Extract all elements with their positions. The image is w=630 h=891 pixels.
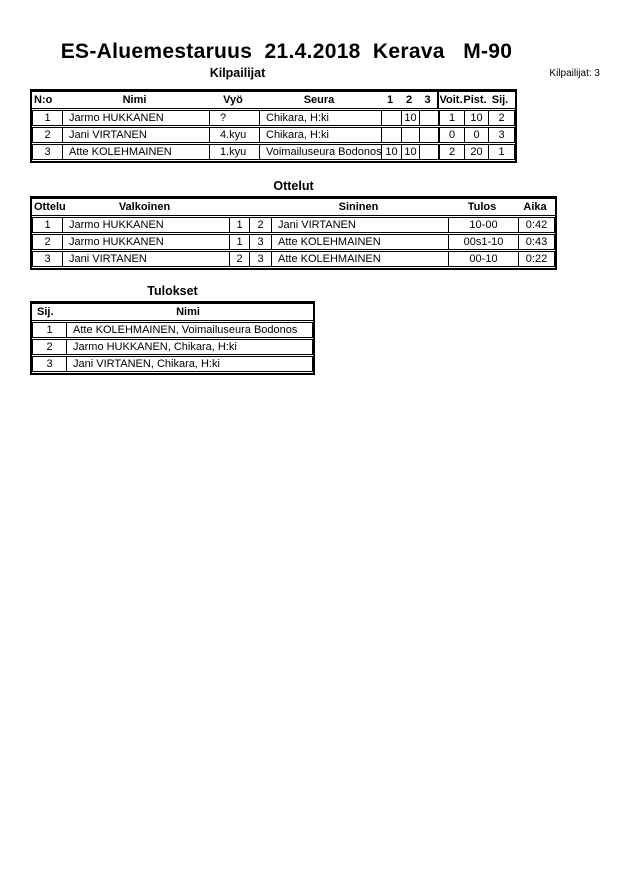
col-header-place: Sij. bbox=[491, 94, 509, 106]
result-name: Jarmo HUKKANEN, Chikara, H:ki bbox=[66, 340, 312, 354]
result-row: 1 Atte KOLEHMAINEN, Voimailuseura Bodono… bbox=[32, 322, 313, 338]
blue-number: 3 bbox=[249, 235, 271, 249]
result-place: 2 bbox=[46, 341, 53, 353]
col-header-blue: Sininen bbox=[338, 201, 379, 213]
white-name: Jarmo HUKKANEN bbox=[62, 218, 229, 232]
matches-header-row: Ottelu Valkoinen Sininen Tulos Aika bbox=[32, 199, 555, 216]
competitors-table: N:o Nimi Vyö Seura 1 2 3 Voit. Pist. Sij… bbox=[30, 89, 517, 163]
results-table: Sij. Nimi 1 Atte KOLEHMAINEN, Voimailuse… bbox=[30, 301, 315, 375]
matches-table: Ottelu Valkoinen Sininen Tulos Aika 1 Ja… bbox=[30, 196, 557, 270]
competitor-belt: 1.kyu bbox=[209, 145, 259, 159]
results-header-row: Sij. Nimi bbox=[32, 304, 313, 321]
blue-number: 2 bbox=[249, 218, 271, 232]
match-time: 0:43 bbox=[518, 235, 554, 249]
col-header-time: Aika bbox=[523, 201, 547, 213]
white-number: 1 bbox=[229, 218, 249, 232]
competitor-club: Voimailuseura Bodonos bbox=[259, 145, 381, 159]
score-match3 bbox=[419, 145, 438, 159]
col-header-match3: 3 bbox=[424, 94, 431, 106]
competitor-place: 2 bbox=[488, 111, 514, 125]
white-number: 2 bbox=[229, 252, 249, 266]
blue-name: Atte KOLEHMAINEN bbox=[271, 235, 448, 249]
match-result: 10-00 bbox=[448, 218, 518, 232]
competitor-place: 3 bbox=[488, 128, 514, 142]
competitor-wins: 0 bbox=[438, 128, 464, 142]
blue-number: 3 bbox=[249, 252, 271, 266]
match-time: 0:42 bbox=[518, 218, 554, 232]
competitor-name: Jani VIRTANEN bbox=[62, 128, 209, 142]
competitor-no: 2 bbox=[44, 129, 51, 141]
match-row: 3 Jani VIRTANEN 2 3 Atte KOLEHMAINEN 00-… bbox=[32, 251, 555, 267]
col-header-belt: Vyö bbox=[223, 94, 243, 106]
result-row: 2 Jarmo HUKKANEN, Chikara, H:ki bbox=[32, 339, 313, 355]
page-title: ES-Aluemestaruus 21.4.2018 Kerava M-90 bbox=[60, 40, 513, 63]
result-name: Atte KOLEHMAINEN, Voimailuseura Bodonos bbox=[66, 323, 312, 337]
match-result: 00-10 bbox=[448, 252, 518, 266]
competitor-belt: ? bbox=[209, 111, 259, 125]
white-name: Jani VIRTANEN bbox=[62, 252, 229, 266]
white-name: Jarmo HUKKANEN bbox=[62, 235, 229, 249]
match-no: 2 bbox=[44, 236, 51, 248]
competitor-count: Kilpailijat: 3 bbox=[549, 68, 600, 79]
competitor-club: Chikara, H:ki bbox=[259, 111, 381, 125]
col-header-name: Nimi bbox=[176, 306, 200, 318]
score-match2: 10 bbox=[401, 111, 419, 125]
col-header-club: Seura bbox=[303, 94, 335, 106]
score-match3 bbox=[419, 128, 438, 142]
competitors-section-title: Kilpailijat bbox=[209, 66, 266, 80]
results-section-title: Tulokset bbox=[147, 284, 198, 298]
match-row: 2 Jarmo HUKKANEN 1 3 Atte KOLEHMAINEN 00… bbox=[32, 234, 555, 250]
col-header-name: Nimi bbox=[122, 94, 147, 106]
competitor-points: 0 bbox=[464, 128, 488, 142]
score-match1 bbox=[381, 128, 401, 142]
col-header-blue-no bbox=[248, 199, 270, 215]
match-no: 3 bbox=[44, 253, 51, 265]
white-number: 1 bbox=[229, 235, 249, 249]
competitor-row: 1 Jarmo HUKKANEN ? Chikara, H:ki 10 1 10… bbox=[32, 110, 515, 126]
competitor-no: 1 bbox=[44, 112, 51, 124]
score-match3 bbox=[419, 111, 438, 125]
competitor-place: 1 bbox=[488, 145, 514, 159]
col-header-result: Tulos bbox=[467, 201, 497, 213]
competitor-row: 2 Jani VIRTANEN 4.kyu Chikara, H:ki 0 0 … bbox=[32, 127, 515, 143]
col-header-wins: Voit. bbox=[437, 92, 463, 108]
score-match1: 10 bbox=[381, 145, 401, 159]
blue-name: Jani VIRTANEN bbox=[271, 218, 448, 232]
match-time: 0:22 bbox=[518, 252, 554, 266]
match-result: 00s1-10 bbox=[448, 235, 518, 249]
competitor-name: Jarmo HUKKANEN bbox=[62, 111, 209, 125]
competitors-header-row: N:o Nimi Vyö Seura 1 2 3 Voit. Pist. Sij… bbox=[32, 92, 515, 109]
score-match2: 10 bbox=[401, 145, 419, 159]
competitor-points: 10 bbox=[464, 111, 488, 125]
competitor-club: Chikara, H:ki bbox=[259, 128, 381, 142]
col-header-points: Pist. bbox=[463, 94, 487, 106]
match-row: 1 Jarmo HUKKANEN 1 2 Jani VIRTANEN 10-00… bbox=[32, 217, 555, 233]
competitor-row: 3 Atte KOLEHMAINEN 1.kyu Voimailuseura B… bbox=[32, 144, 515, 160]
result-place: 1 bbox=[46, 324, 53, 336]
col-header-no: N:o bbox=[34, 94, 53, 106]
col-header-white: Valkoinen bbox=[118, 201, 171, 213]
col-header-match1: 1 bbox=[386, 94, 394, 106]
col-header-place: Sij. bbox=[37, 306, 54, 318]
score-match1 bbox=[381, 111, 401, 125]
result-name: Jani VIRTANEN, Chikara, H:ki bbox=[66, 357, 312, 371]
col-header-match2: 2 bbox=[405, 94, 413, 106]
col-header-match-no: Ottelu bbox=[34, 201, 66, 213]
matches-section-title: Ottelut bbox=[273, 179, 314, 193]
match-no: 1 bbox=[44, 219, 51, 231]
result-row: 3 Jani VIRTANEN, Chikara, H:ki bbox=[32, 356, 313, 372]
competitor-no: 3 bbox=[44, 146, 51, 158]
blue-name: Atte KOLEHMAINEN bbox=[271, 252, 448, 266]
competitor-points: 20 bbox=[464, 145, 488, 159]
score-match2 bbox=[401, 128, 419, 142]
competitor-belt: 4.kyu bbox=[209, 128, 259, 142]
competitor-wins: 2 bbox=[438, 145, 464, 159]
competitor-name: Atte KOLEHMAINEN bbox=[62, 145, 209, 159]
result-place: 3 bbox=[46, 358, 53, 370]
col-header-white-no bbox=[228, 199, 248, 215]
competitor-wins: 1 bbox=[438, 111, 464, 125]
